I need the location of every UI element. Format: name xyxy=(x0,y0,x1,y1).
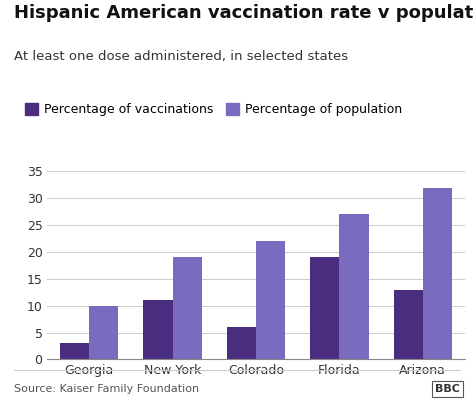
Bar xyxy=(393,290,423,359)
Bar xyxy=(143,301,173,359)
Bar xyxy=(256,241,285,359)
Bar xyxy=(423,188,452,359)
Text: Hispanic American vaccination rate v population size: Hispanic American vaccination rate v pop… xyxy=(14,4,474,22)
Bar xyxy=(310,257,339,359)
Text: At least one dose administered, in selected states: At least one dose administered, in selec… xyxy=(14,50,348,63)
Text: Source: Kaiser Family Foundation: Source: Kaiser Family Foundation xyxy=(14,384,200,394)
Bar xyxy=(227,327,256,359)
Bar xyxy=(60,343,89,359)
Bar xyxy=(173,257,202,359)
Bar xyxy=(89,306,118,359)
Bar xyxy=(339,214,369,359)
Text: BBC: BBC xyxy=(435,384,460,394)
Legend: Percentage of vaccinations, Percentage of population: Percentage of vaccinations, Percentage o… xyxy=(20,98,407,121)
